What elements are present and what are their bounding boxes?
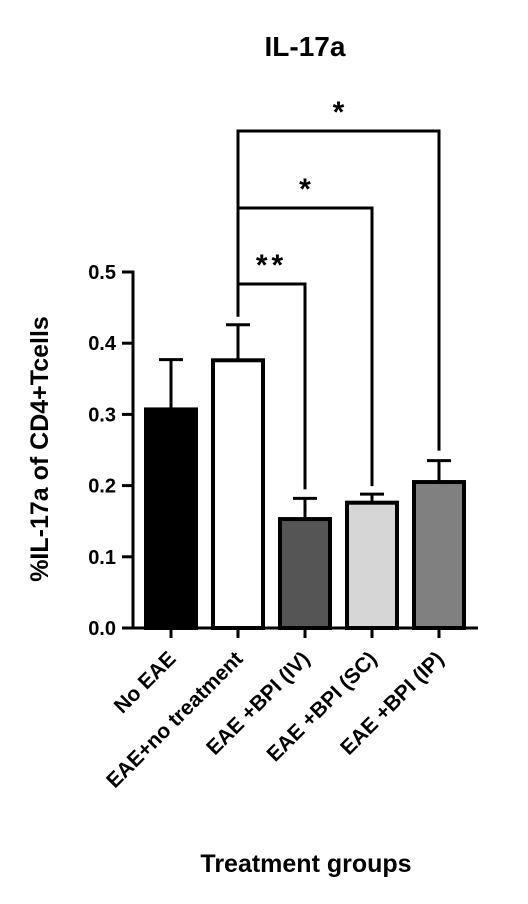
significance-label: ** [256,249,287,282]
significance-bracket [236,129,441,451]
y-tick-label: 0.0 [88,618,116,640]
x-axis-label: Treatment groups [200,850,411,878]
y-tick-label: 0.1 [88,547,116,569]
bar [211,358,265,630]
y-tick-label: 0.2 [88,476,116,498]
significance-label: * [299,173,311,206]
y-tick-label: 0.3 [88,404,116,426]
y-tick-label: 0.5 [88,262,116,284]
bar [345,500,399,630]
y-tick-label: 0.4 [88,333,117,355]
chart-title: IL-17a [265,31,346,62]
bar [412,480,466,631]
significance-label: * [333,96,345,129]
bar [144,407,198,630]
bar [278,517,332,631]
y-axis-label: %IL-17a of CD4+Tcells [26,316,54,582]
